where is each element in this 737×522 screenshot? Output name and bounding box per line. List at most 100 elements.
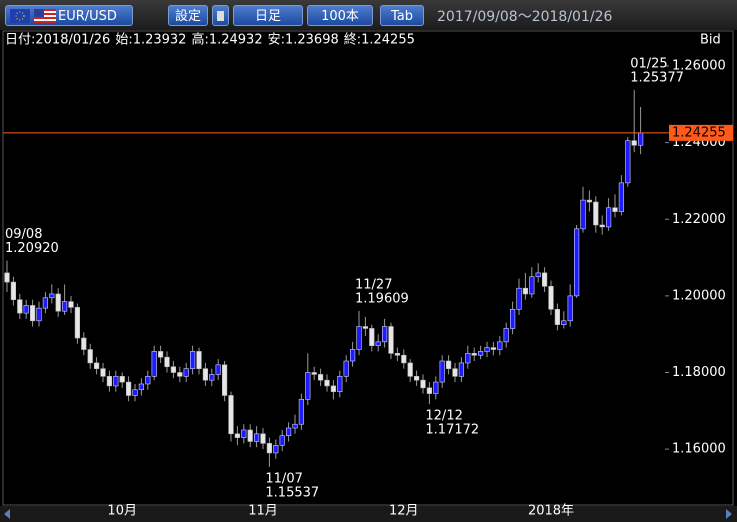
y-tick-label: 1.22000	[672, 212, 726, 227]
candle-body	[81, 337, 87, 350]
annotation-price: 1.15537	[265, 485, 319, 500]
candle-body	[580, 199, 586, 230]
candle-body	[234, 433, 241, 438]
candle-body	[209, 374, 215, 381]
candle-body	[509, 308, 516, 329]
candle-body	[266, 443, 273, 454]
candle-body	[618, 182, 624, 212]
candle-body	[126, 381, 132, 396]
candle-body	[68, 301, 74, 308]
candle-body	[362, 326, 369, 329]
candle-body	[548, 286, 554, 310]
pair-button[interactable]: EUR/USD	[5, 5, 133, 26]
x-tick-label: 12月	[389, 504, 419, 519]
candle-body	[285, 427, 292, 437]
period-button[interactable]: 日足	[233, 5, 303, 26]
candle-body	[17, 299, 23, 314]
candle-body	[343, 360, 349, 377]
candle-body	[247, 429, 253, 442]
candle-body	[196, 351, 202, 369]
annotation-date: 11/07	[265, 471, 302, 486]
price-type: Bid	[700, 33, 721, 48]
candle-body	[298, 399, 305, 425]
tab-button[interactable]: Tab	[380, 5, 424, 26]
candle-body	[177, 372, 183, 377]
candle-body	[490, 347, 497, 350]
date-range: 2017/09/08～2018/01/26	[437, 9, 613, 25]
candle-body	[631, 140, 637, 146]
scroll-right[interactable]	[726, 509, 732, 519]
candle-body	[452, 368, 458, 377]
candle-body	[241, 429, 247, 438]
candle-body	[554, 308, 560, 325]
pair: EUR/USD	[58, 9, 117, 24]
candle-body	[477, 351, 484, 356]
annotation-date: 12/12	[425, 409, 462, 424]
candle-body	[215, 364, 221, 375]
candle-body	[317, 374, 324, 381]
candle-body	[420, 379, 426, 389]
candle-body	[522, 287, 528, 295]
candle-body	[42, 297, 48, 309]
settings-button[interactable]: 設定	[168, 5, 208, 26]
flags	[10, 9, 56, 23]
candle-body	[388, 326, 394, 354]
candle-body	[158, 351, 164, 358]
annotation-price: 1.19609	[355, 291, 409, 306]
candle-body	[190, 351, 196, 369]
candle-body	[381, 326, 388, 343]
candle-body	[151, 351, 157, 377]
candle-body	[413, 376, 420, 381]
count-button[interactable]: 100本	[307, 5, 373, 26]
candle-body	[228, 395, 234, 435]
info-item: 高:1.24932	[191, 32, 262, 48]
candle-body	[23, 305, 29, 314]
candle-body	[593, 201, 599, 226]
annotation-date: 01/25	[630, 56, 667, 71]
info-item: 始:1.23932	[115, 33, 186, 48]
candle-body	[119, 376, 125, 383]
candle-body	[445, 360, 452, 369]
icon	[217, 11, 224, 21]
scrollbar[interactable]	[0, 506, 737, 522]
chart-type-button[interactable]	[212, 5, 229, 26]
candle-body	[599, 224, 605, 228]
x-tick-label: 2018年	[528, 504, 574, 519]
candle-body	[260, 433, 266, 444]
candle-body	[529, 276, 535, 295]
candle-body	[100, 368, 106, 377]
annotation-price: 1.25377	[630, 70, 684, 85]
candle-body	[254, 433, 260, 442]
candle-body	[356, 326, 362, 350]
annotation-price: 1.20920	[5, 241, 59, 256]
candle-body	[132, 389, 138, 396]
candle-body	[458, 362, 465, 377]
candle-body	[612, 207, 618, 212]
y-tick-label: 1.26000	[672, 59, 726, 74]
candle-body	[311, 372, 317, 375]
candle-body	[426, 387, 433, 394]
x-tick-label: 11月	[248, 504, 278, 519]
candle-body	[471, 353, 477, 356]
candle-body	[535, 272, 541, 278]
y-tick-label: 1.18000	[672, 365, 726, 380]
candle-body	[49, 293, 55, 299]
scroll-left[interactable]	[4, 509, 10, 519]
candle-body	[202, 368, 209, 381]
candle-body	[497, 341, 503, 350]
candle-body	[170, 366, 177, 373]
candle-body	[337, 376, 343, 392]
candle-body	[625, 140, 631, 184]
candle-body	[605, 207, 612, 228]
candle-body	[349, 349, 356, 362]
candle-body	[433, 381, 439, 394]
info-item: 終:1.24255	[344, 32, 415, 48]
candle-body	[279, 435, 285, 446]
annotation-date: 09/08	[5, 227, 42, 242]
candle-body	[106, 376, 112, 387]
candle-body	[29, 305, 36, 322]
candle-body	[305, 372, 311, 400]
candle-body	[561, 320, 567, 325]
candle-body	[573, 228, 580, 297]
y-tick-label: 1.20000	[672, 288, 726, 303]
